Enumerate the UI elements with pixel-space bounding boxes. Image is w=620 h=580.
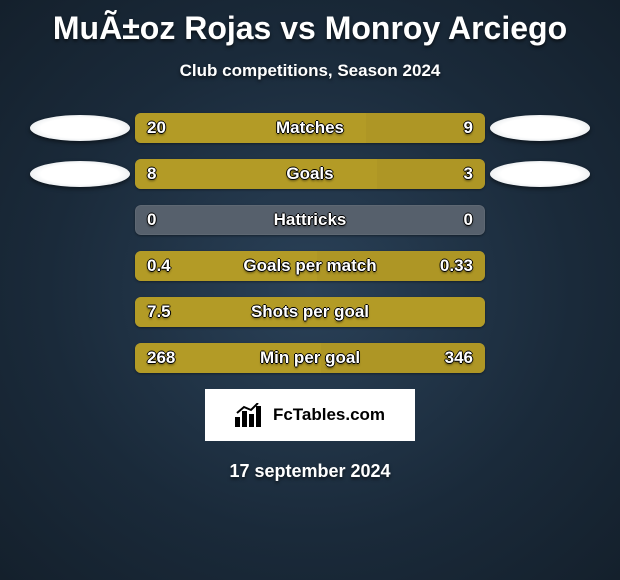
stat-label: Hattricks <box>135 205 485 235</box>
stat-row: 83Goals <box>0 159 620 189</box>
stat-row: 7.5Shots per goal <box>0 297 620 327</box>
stat-rows: 209Matches 83Goals 0 0Hattricks 0.40.33Goals… <box>0 113 620 373</box>
bar-seg-right <box>366 113 485 143</box>
page-subtitle: Club competitions, Season 2024 <box>0 61 620 81</box>
avatar-ellipse <box>490 161 590 187</box>
logo-text: FcTables.com <box>273 405 385 425</box>
bar-seg-right <box>377 159 486 189</box>
stat-row: 0 0Hattricks <box>0 205 620 235</box>
avatar-right <box>485 159 595 189</box>
page-title: MuÃ±oz Rojas vs Monroy Arciego <box>0 0 620 47</box>
bar-seg-left <box>135 251 317 281</box>
bar-seg-left <box>135 297 485 327</box>
bar-seg-right <box>321 343 486 373</box>
avatar-right <box>485 113 595 143</box>
bar-seg-left <box>135 343 321 373</box>
stat-row: 209Matches <box>0 113 620 143</box>
bar-seg-left <box>135 159 377 189</box>
avatar-ellipse <box>490 115 590 141</box>
date-text: 17 september 2024 <box>0 461 620 482</box>
stat-bar: 83Goals <box>135 159 485 189</box>
stat-bar: 268346Min per goal <box>135 343 485 373</box>
stat-bar: 0 0Hattricks <box>135 205 485 235</box>
avatar-left <box>25 159 135 189</box>
avatar-left <box>25 113 135 143</box>
avatar-ellipse <box>30 161 130 187</box>
stat-value-right: 0 <box>464 205 473 235</box>
avatar-ellipse <box>30 115 130 141</box>
stat-bar: 7.5Shots per goal <box>135 297 485 327</box>
fctables-icon <box>235 403 265 427</box>
stat-bar: 0.40.33Goals per match <box>135 251 485 281</box>
stat-row: 0.40.33Goals per match <box>0 251 620 281</box>
bar-seg-left <box>135 113 366 143</box>
stat-value-left: 0 <box>147 205 156 235</box>
bar-seg-right <box>317 251 485 281</box>
logo-box: FcTables.com <box>205 389 415 441</box>
stat-row: 268346Min per goal <box>0 343 620 373</box>
stat-bar: 209Matches <box>135 113 485 143</box>
